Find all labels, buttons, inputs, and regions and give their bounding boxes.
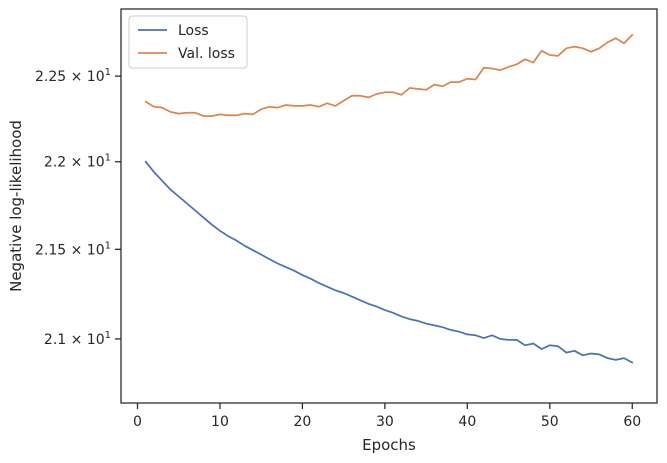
x-axis-label: Epochs xyxy=(362,436,416,454)
y-tick-label: 2.25 × 101 xyxy=(35,67,111,85)
y-tick-label: 2.15 × 101 xyxy=(35,240,111,258)
x-tick-label: 60 xyxy=(623,414,641,430)
x-axis: 0 10 20 30 40 50 60 xyxy=(133,403,641,430)
plot-frame xyxy=(120,8,658,404)
y-axis-label: Negative log-likelihood xyxy=(7,120,25,292)
y-tick-label: 2.1 × 101 xyxy=(44,330,111,348)
x-tick-label: 50 xyxy=(541,414,559,430)
plot-area xyxy=(120,8,658,404)
series-line-loss xyxy=(144,160,634,364)
x-tick-label: 20 xyxy=(294,414,312,430)
series-layer xyxy=(144,34,634,364)
legend: Loss Val. loss xyxy=(128,15,248,69)
x-tick-label: 10 xyxy=(211,414,229,430)
x-tick-label: 30 xyxy=(376,414,394,430)
legend-box xyxy=(128,15,248,69)
x-tick-label: 0 xyxy=(133,414,142,430)
legend-label: Loss xyxy=(178,23,209,39)
x-tick-label: 40 xyxy=(458,414,476,430)
y-axis: 2.1 × 101 2.15 × 101 2.2 × 101 2.25 × 101 xyxy=(35,67,121,348)
y-tick-label: 2.2 × 101 xyxy=(44,153,111,171)
series-line-val-loss xyxy=(144,34,634,117)
legend-label: Val. loss xyxy=(178,46,235,62)
